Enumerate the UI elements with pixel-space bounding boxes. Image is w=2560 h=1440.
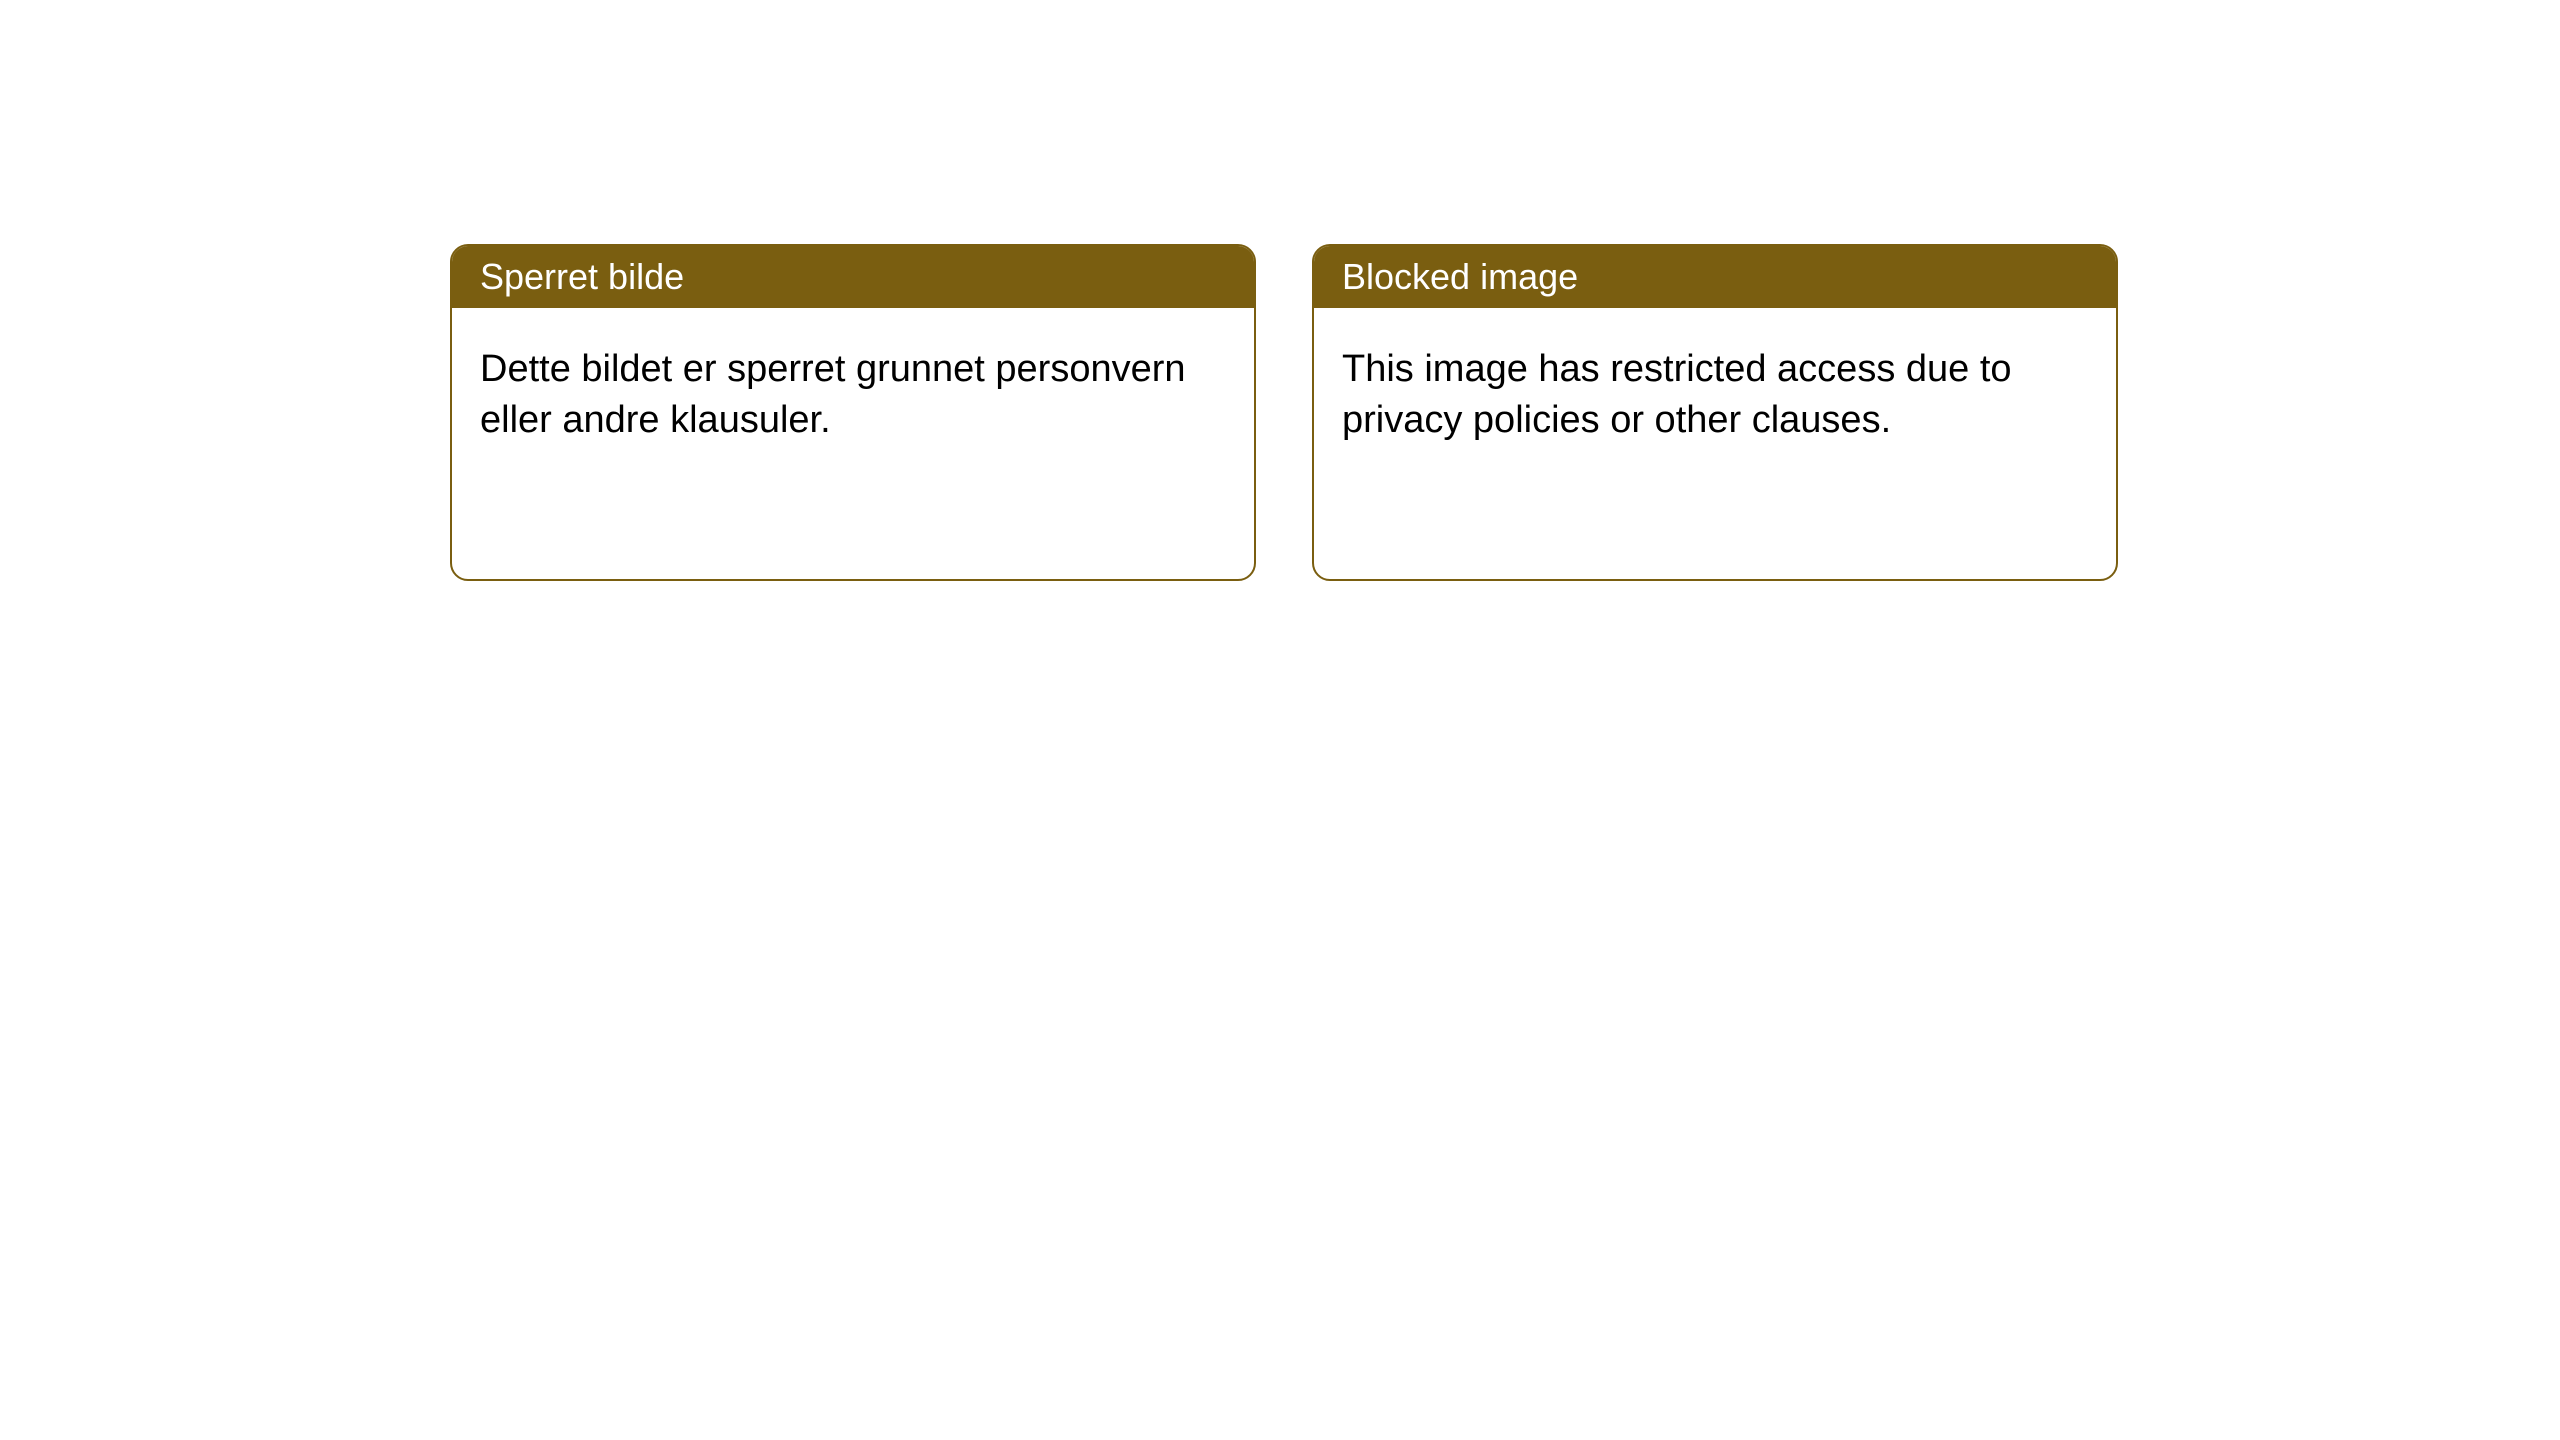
card-body-text: Dette bildet er sperret grunnet personve…: [480, 348, 1186, 441]
card-body: This image has restricted access due to …: [1314, 308, 2116, 483]
notice-card-english: Blocked image This image has restricted …: [1312, 244, 2118, 581]
card-header: Sperret bilde: [452, 246, 1254, 308]
card-body: Dette bildet er sperret grunnet personve…: [452, 308, 1254, 483]
notice-card-norwegian: Sperret bilde Dette bildet er sperret gr…: [450, 244, 1256, 581]
card-title: Sperret bilde: [480, 256, 684, 297]
notice-cards-container: Sperret bilde Dette bildet er sperret gr…: [0, 0, 2560, 581]
card-body-text: This image has restricted access due to …: [1342, 348, 2012, 441]
card-title: Blocked image: [1342, 256, 1578, 297]
card-header: Blocked image: [1314, 246, 2116, 308]
